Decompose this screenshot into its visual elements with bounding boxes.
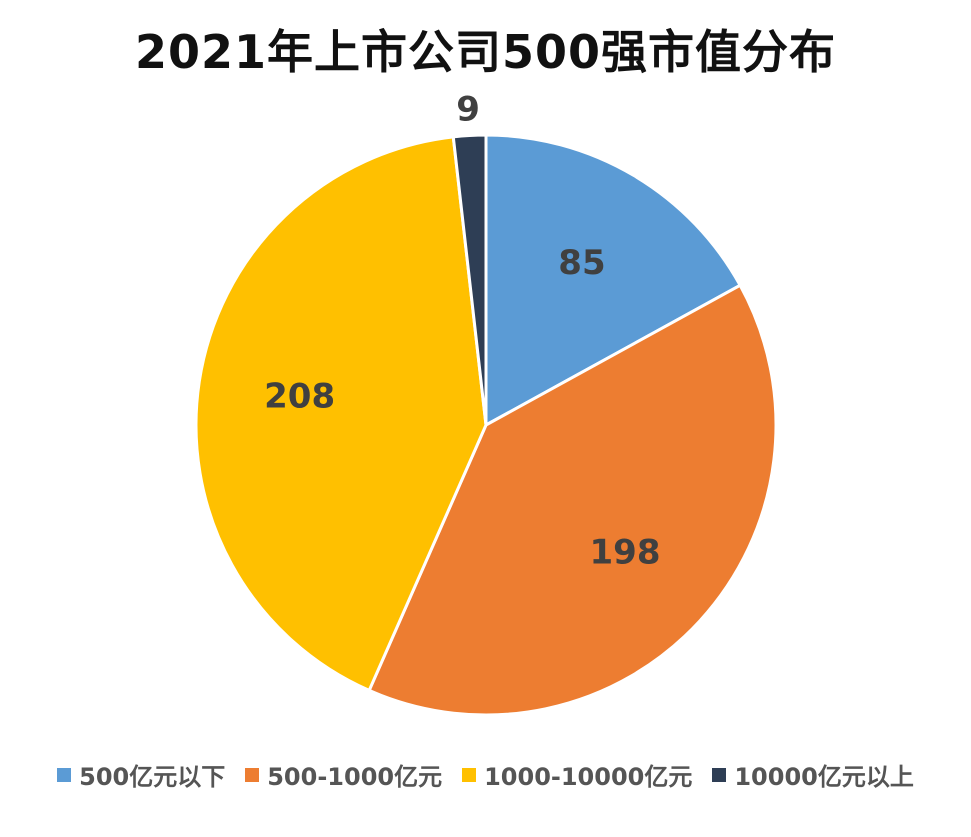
legend: 500亿元以下 500-1000亿元 1000-10000亿元 10000亿元以上 (0, 757, 971, 792)
legend-swatch (57, 767, 72, 782)
legend-item-1: 500亿元以下 (57, 757, 225, 792)
legend-swatch (462, 767, 477, 782)
chart-title: 2021年上市公司500强市值分布 (134, 25, 837, 79)
legend-label: 500-1000亿元 (267, 763, 443, 791)
pie-slice-4 (451, 133, 488, 426)
pie-slice-3 (194, 135, 488, 693)
pie-slice-1 (484, 133, 743, 428)
legend-item-2: 500-1000亿元 (245, 757, 442, 792)
legend-label: 10000亿元以上 (734, 763, 914, 791)
legend-label: 500亿元以下 (79, 763, 226, 791)
pie-slice-2 (367, 283, 778, 717)
legend-label: 1000-10000亿元 (484, 763, 693, 791)
legend-swatch (245, 767, 260, 782)
data-label-2: 198 (590, 532, 661, 572)
data-label-4: 9 (456, 90, 480, 130)
legend-item-4: 10000亿元以上 (712, 757, 914, 792)
data-label-1: 85 (558, 243, 605, 283)
legend-swatch (712, 767, 727, 782)
data-label-3: 208 (264, 377, 335, 417)
legend-item-3: 1000-10000亿元 (462, 757, 692, 792)
